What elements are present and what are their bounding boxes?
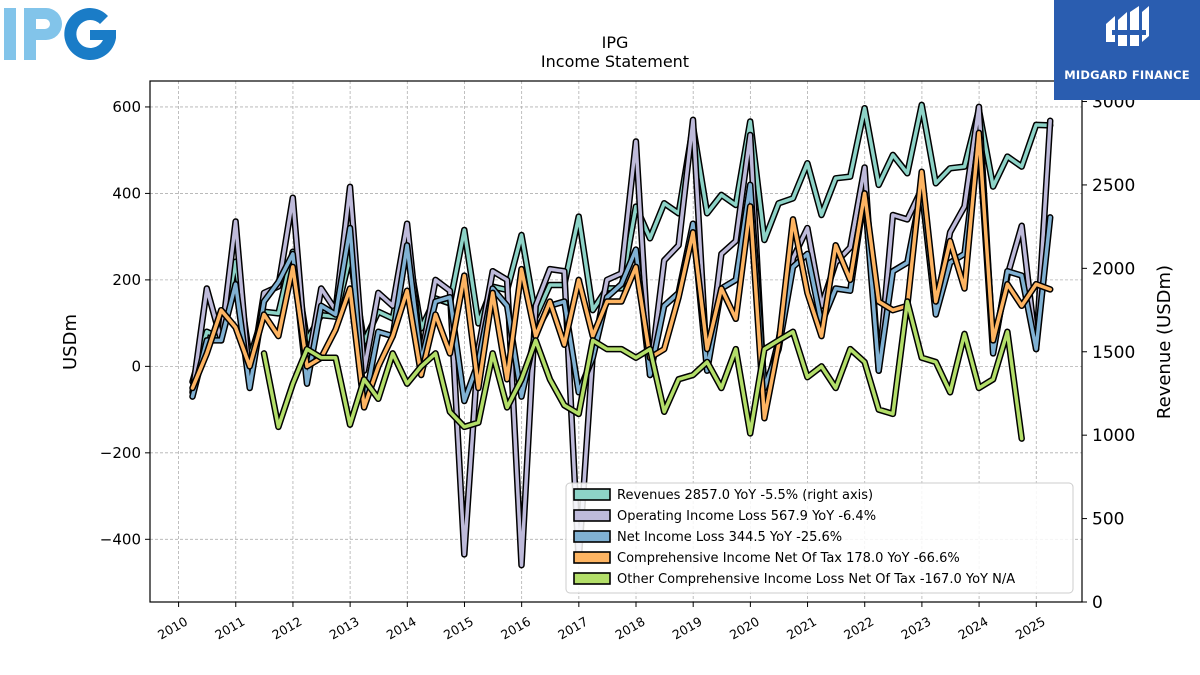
- x-tick-label: 2018: [612, 614, 647, 643]
- y-right-tick-label: 500: [1092, 510, 1124, 530]
- x-tick-label: 2013: [327, 614, 362, 643]
- y-tick-label: 400: [112, 184, 141, 202]
- x-tick-label: 2024: [956, 614, 991, 643]
- x-tick-label: 2010: [155, 614, 190, 643]
- y-axis-label-left: USDm: [60, 314, 81, 370]
- y-axis-label-right: Revenue (USDm): [1154, 265, 1175, 419]
- chart-subtitle: Income Statement: [541, 52, 689, 71]
- x-tick-label: 2021: [784, 614, 819, 643]
- legend-swatch: [573, 488, 611, 501]
- ipg-logo-mark: [4, 8, 116, 60]
- x-tick-label: 2017: [555, 614, 590, 643]
- midgard-logo-mark: [1106, 6, 1149, 46]
- y-right-tick-label: 2500: [1092, 176, 1135, 196]
- legend-box: [565, 482, 1074, 594]
- midgard-finance-text: MIDGARD FINANCE: [1064, 68, 1190, 82]
- x-tick-label: 2022: [841, 614, 876, 643]
- x-tick-label: 2011: [212, 614, 247, 643]
- x-tick-label: 2016: [498, 614, 533, 643]
- legend-swatch: [573, 530, 611, 543]
- left-y-axis: −400 −200 0 200 400 600: [100, 98, 150, 548]
- x-tick-label: 2019: [670, 614, 705, 643]
- x-tick-label: 2025: [1013, 614, 1048, 643]
- legend-label: Comprehensive Income Net Of Tax 178.0 Yo…: [617, 551, 960, 566]
- midgard-finance-logo: MIDGARD FINANCE: [1054, 0, 1200, 100]
- y-tick-label: 600: [112, 98, 141, 116]
- y-right-tick-label: 2000: [1092, 259, 1135, 279]
- ipg-logo: [4, 4, 120, 64]
- legend-label: Other Comprehensive Income Loss Net Of T…: [617, 572, 1015, 587]
- legend-label: Revenues 2857.0 YoY -5.5% (right axis): [617, 488, 873, 503]
- x-tick-label: 2014: [384, 614, 419, 643]
- x-tick-label: 2020: [727, 614, 762, 643]
- series-line-net-income-loss: [190, 135, 1052, 408]
- chart-title: IPG: [602, 33, 629, 52]
- plot-frame: [149, 80, 1083, 603]
- x-tick-label: 2012: [269, 614, 304, 643]
- y-right-tick-label: 0: [1092, 593, 1103, 613]
- x-tick-label: 2023: [898, 614, 933, 643]
- y-tick-label: 200: [112, 271, 141, 289]
- x-tick-label: 2015: [441, 614, 476, 643]
- legend: Revenues 2857.0 YoY -5.5% (right axis) Op…: [565, 482, 1074, 594]
- legend-label: Net Income Loss 344.5 YoY -25.6%: [617, 530, 842, 545]
- x-axis: 2010 2011 2012 2013 2014 2015 2016 2017 2018 2019…: [155, 602, 1048, 643]
- y-right-tick-label: 1500: [1092, 343, 1135, 363]
- y-tick-label: −400: [100, 530, 141, 548]
- y-tick-label: −200: [100, 444, 141, 462]
- legend-label: Operating Income Loss 567.9 YoY -6.4%: [617, 509, 876, 524]
- series-line-other-comprehensive-income-loss-net-of-tax: [262, 299, 1024, 441]
- series-lines: [189, 101, 1054, 569]
- legend-swatch: [573, 572, 611, 585]
- y-tick-label: 0: [131, 357, 141, 375]
- y-right-tick-label: 1000: [1092, 426, 1135, 446]
- legend-swatch: [573, 551, 611, 564]
- legend-swatch: [573, 509, 611, 522]
